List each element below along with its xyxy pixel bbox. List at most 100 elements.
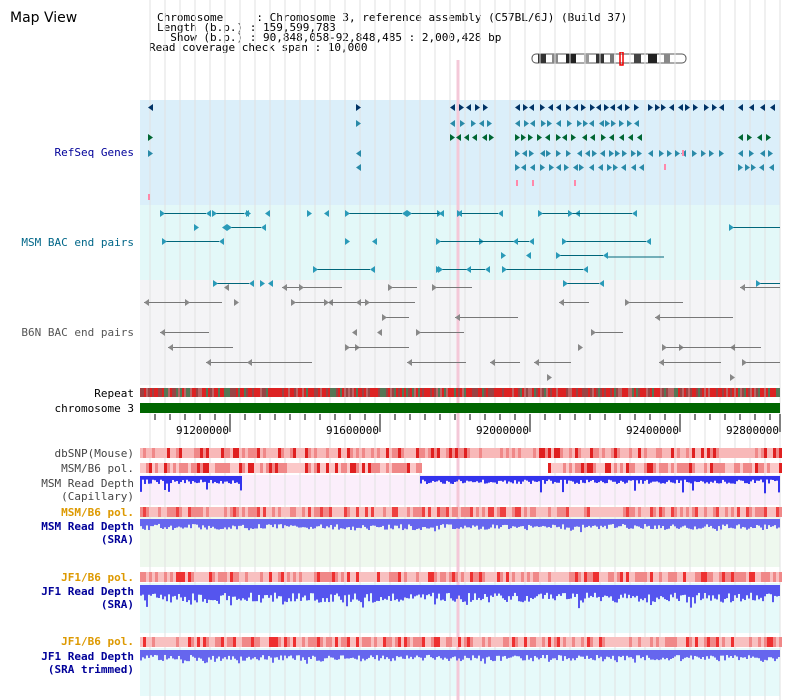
track-label-jf1-b6-pol-2[interactable]: JF1/B6 pol.: [61, 635, 134, 648]
msm-depth-capillary-bar: [702, 476, 704, 482]
msm-depth-sra-bar: [412, 519, 414, 530]
msm-b6-pol-sra-heat-cell: [605, 507, 608, 517]
msm-b6-pol-heat-cell: [656, 463, 659, 473]
jf1-b6-pol-heat-cell: [218, 572, 221, 582]
track-label-msm-b6-pol-sra[interactable]: MSM/B6 pol.: [61, 506, 134, 519]
repeat-segment: [730, 388, 732, 397]
msm-depth-sra-bar: [760, 519, 762, 528]
refseq-gene-arrow: [760, 104, 765, 111]
jf1-depth-sra-bar: [658, 585, 660, 600]
jf1-b6-pol-2-heat-cell: [719, 637, 722, 647]
jf1-depth-trim-bar: [450, 650, 452, 659]
jf1-depth-sra-bar: [612, 585, 614, 601]
jf1-depth-sra-bar: [422, 585, 424, 595]
msm-depth-sra-bar: [682, 519, 684, 527]
msm-b6-pol-sra-heat-cell: [515, 507, 518, 517]
dbsnp-heat-cell: [191, 448, 194, 458]
jf1-depth-trim-bar: [680, 650, 682, 662]
jf1-b6-pol-2-heat-cell: [614, 637, 617, 647]
repeat-segment: [312, 388, 314, 397]
jf1-b6-pol-2-heat-cell: [677, 637, 680, 647]
msm-b6-pol-heat-cell: [662, 463, 665, 473]
jf1-depth-sra-bar: [522, 585, 524, 603]
dbsnp-heat-cell: [560, 448, 563, 458]
dbsnp-heat-cell: [338, 448, 341, 458]
msm-depth-sra-bar: [268, 519, 270, 525]
jf1-depth-trim-bar: [748, 650, 750, 656]
repeat-segment: [772, 388, 774, 397]
jf1-b6-pol-2-heat-cell: [731, 637, 734, 647]
jf1-b6-pol-heat-cell: [365, 572, 368, 582]
msm-b6-pol-heat-cell: [683, 463, 686, 473]
refseq-gene-arrow: [625, 104, 630, 111]
jf1-depth-trim-bar: [640, 650, 642, 659]
dbsnp-heat-cell: [194, 448, 197, 458]
jf1-depth-sra-bar: [310, 585, 312, 594]
jf1-b6-pol-2-heat-cell: [410, 637, 413, 647]
jf1-depth-sra-bar: [274, 585, 276, 593]
jf1-depth-trim-bar: [492, 650, 494, 662]
jf1-depth-sra-bar: [402, 585, 404, 601]
repeat-segment: [774, 388, 776, 397]
track-label-chromosome[interactable]: chromosome 3: [54, 402, 134, 415]
msm-b6-pol-sra-heat-cell: [479, 507, 482, 517]
msm-depth-sra-bar: [652, 519, 654, 530]
jf1-depth-sra-bar: [542, 585, 544, 599]
repeat-segment: [466, 388, 468, 397]
jf1-depth-trim-bar: [360, 650, 362, 662]
jf1-depth-trim-bar: [550, 650, 552, 660]
msm-depth-sra-bar: [656, 519, 658, 529]
repeat-segment: [226, 388, 228, 397]
msm-b6-pol-heat-cell: [731, 463, 734, 473]
jf1-depth-trim-bar: [368, 650, 370, 658]
chromosome-bar: [140, 403, 780, 413]
track-label-dbsnp[interactable]: dbSNP(Mouse): [54, 447, 134, 460]
b6n-bac-end: [324, 299, 329, 306]
msm-depth-sra-bar: [672, 519, 674, 525]
repeat-segment: [182, 388, 184, 397]
jf1-depth-sra-bar: [340, 585, 342, 600]
refseq-gene-arrow: [769, 164, 774, 171]
msm-depth-sra-bar: [594, 519, 596, 526]
msm-b6-pol-heat-cell: [380, 463, 383, 473]
track-label-refseq-genes[interactable]: RefSeq Genes: [54, 146, 134, 159]
repeat-segment: [726, 388, 728, 397]
msm-b6-pol-heat-cell: [146, 463, 149, 473]
track-label-msm-b6-pol[interactable]: MSM/B6 pol.: [61, 462, 134, 475]
msm-b6-pol-sra-heat-cell: [683, 507, 686, 517]
jf1-b6-pol-heat-cell: [659, 572, 662, 582]
track-label-msm-depth-capillary[interactable]: MSM Read Depth: [41, 477, 134, 490]
msm-depth-sra-bar: [552, 519, 554, 525]
msm-bac-end: [599, 280, 604, 287]
track-label-msm-bac[interactable]: MSM BAC end pairs: [21, 236, 134, 249]
dbsnp-heat-cell: [533, 448, 536, 458]
jf1-b6-pol-heat-cell: [737, 572, 740, 582]
msm-b6-pol-sra-heat-cell: [266, 507, 269, 517]
msm-bac-end: [313, 266, 318, 273]
repeat-segment: [404, 388, 406, 397]
jf1-b6-pol-2-heat-cell: [263, 637, 266, 647]
track-label-b6n-bac[interactable]: B6N BAC end pairs: [21, 326, 134, 339]
jf1-b6-pol-2-heat-cell: [698, 637, 701, 647]
msm-b6-pol-sra-heat-cell: [446, 507, 449, 517]
jf1-depth-trim-bar: [282, 650, 284, 661]
track-label-repeat[interactable]: Repeat: [94, 387, 134, 400]
jf1-depth-sra-bar: [248, 585, 250, 598]
jf1-depth-trim-bar: [378, 650, 380, 661]
jf1-depth-trim-bar: [308, 650, 310, 658]
jf1-depth-sra-bar: [680, 585, 682, 596]
track-label-jf1-depth-sra[interactable]: JF1 Read Depth: [41, 585, 134, 598]
track-label-msm-depth-sra[interactable]: MSM Read Depth: [41, 520, 134, 533]
b6n-bac-end: [365, 299, 370, 306]
track-label-jf1-depth-trimmed[interactable]: JF1 Read Depth: [41, 650, 134, 663]
jf1-b6-pol-heat-cell: [314, 572, 317, 582]
msm-b6-pol-sra-heat-cell: [746, 507, 749, 517]
msm-b6-pol-sra-heat-cell: [239, 507, 242, 517]
jf1-depth-trim-bar: [304, 650, 306, 660]
msm-b6-pol-heat-cell: [197, 463, 200, 473]
track-label-jf1-b6-pol[interactable]: JF1/B6 pol.: [61, 571, 134, 584]
jf1-depth-trim-bar: [484, 650, 486, 664]
jf1-depth-trim-bar: [284, 650, 286, 656]
repeat-segment: [724, 388, 726, 397]
